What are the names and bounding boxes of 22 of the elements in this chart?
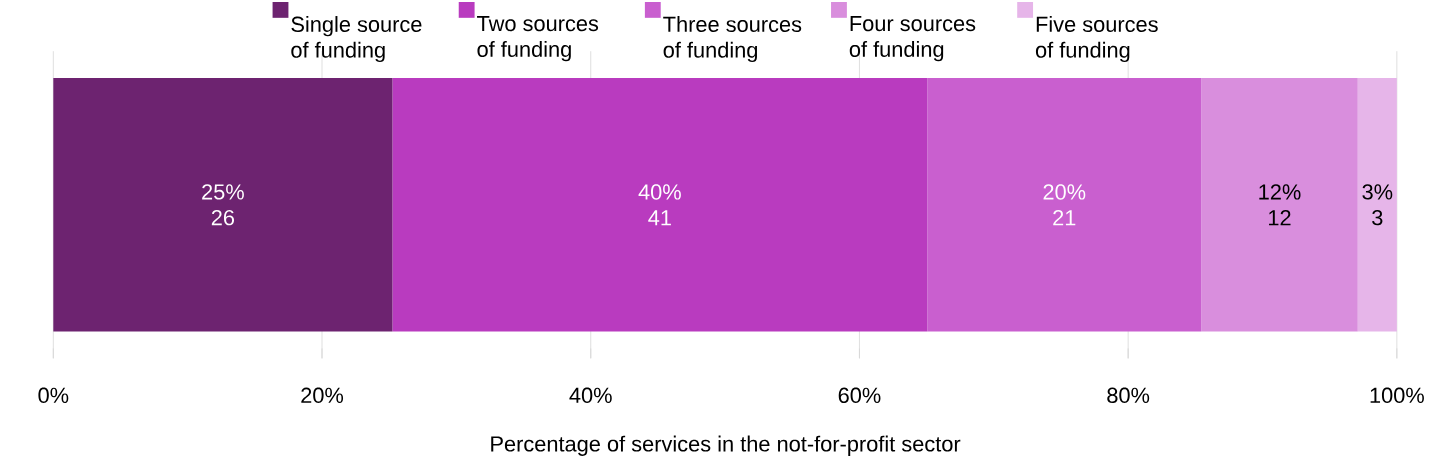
bar bbox=[1201, 77, 1358, 332]
legend-label: Five sources of funding bbox=[1035, 15, 1158, 63]
x-tick-label: 20% bbox=[301, 387, 344, 403]
data-label: 40% 41 bbox=[638, 184, 681, 226]
x-tick-label: 60% bbox=[838, 387, 881, 403]
data-label: 20% 21 bbox=[1043, 184, 1086, 226]
legend-label: Three sources of funding bbox=[663, 15, 802, 63]
x-axis-title: Percentage of services in the not-for-profit sector bbox=[491, 435, 961, 456]
x-tick-label: 0% bbox=[38, 387, 69, 403]
x-tick-label: 80% bbox=[1107, 387, 1150, 403]
data-label: 25% 26 bbox=[202, 184, 244, 226]
bar bbox=[1357, 77, 1397, 332]
legend-label: Four sources of funding bbox=[849, 15, 976, 62]
data-label: 12% 12 bbox=[1259, 184, 1301, 226]
legend-label: Two sources of funding bbox=[477, 15, 599, 62]
bar bbox=[53, 77, 393, 332]
legend-label: Single source of funding bbox=[291, 15, 422, 63]
data-label: 3% 3 bbox=[1362, 184, 1393, 226]
bar bbox=[392, 77, 928, 332]
x-tick-label: 100% bbox=[1370, 387, 1424, 403]
x-tick-label: 40% bbox=[569, 387, 612, 403]
bar bbox=[927, 77, 1202, 332]
